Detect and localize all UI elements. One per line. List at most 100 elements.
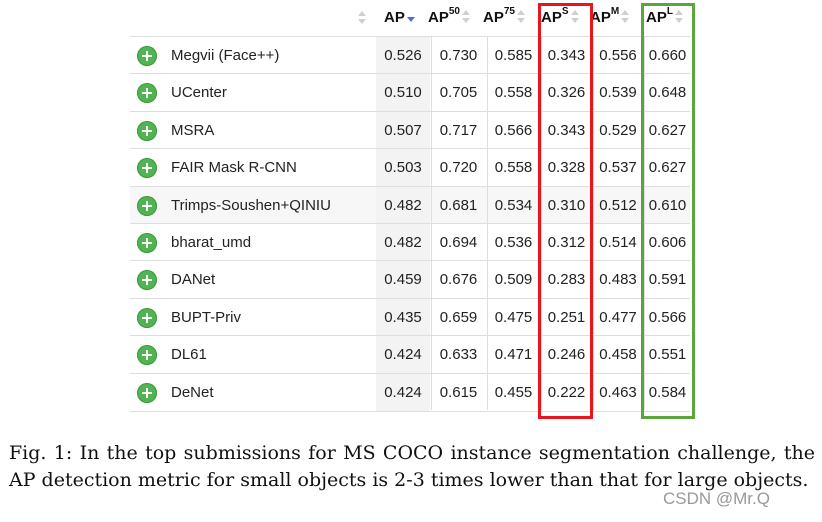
table-cell: 0.730	[439, 47, 478, 64]
table-row[interactable]: Trimps-Soushen+QINIU 0.482 0.681 0.534 0.310…	[130, 185, 690, 224]
table-cell: 0.526	[376, 37, 430, 74]
table-cell: 0.556	[599, 47, 637, 64]
plus-circle-icon[interactable]	[137, 345, 157, 366]
table-cell: 0.222	[547, 383, 586, 401]
table-cell: 0.566	[494, 121, 533, 139]
column-header-ap75[interactable]: AP75	[483, 0, 526, 36]
table-cell: 0.458	[599, 346, 637, 364]
sort-icon[interactable]	[621, 10, 630, 24]
table-cell: 0.585	[494, 47, 533, 64]
table-cell: 0.343	[547, 47, 586, 64]
table-row[interactable]: FAIR Mask R-CNN 0.503 0.720 0.558 0.328 0.537…	[130, 148, 690, 187]
table-row[interactable]: bharat_umd 0.482 0.694 0.536 0.312 0.514 0.606	[130, 223, 690, 261]
table-cell: 0.459	[376, 261, 430, 299]
table-cell: 0.676	[439, 271, 478, 289]
table-cell: 0.534	[494, 196, 533, 214]
table-cell: 0.539	[599, 84, 637, 102]
table-cell: 0.558	[494, 159, 533, 177]
table-cell: 0.424	[376, 373, 430, 411]
team-name: bharat_umd	[171, 234, 252, 251]
sort-icon[interactable]	[358, 11, 367, 25]
sort-icon[interactable]	[461, 10, 471, 24]
table-row[interactable]: DL61 0.424 0.633 0.471 0.246 0.458 0.551	[130, 335, 690, 374]
table-cell: 0.512	[599, 196, 637, 214]
figure-caption: Fig. 1: In the top submissions for MS CO…	[9, 440, 815, 494]
table-cell: 0.246	[547, 346, 586, 364]
header-superscript: L	[666, 6, 673, 17]
plus-circle-icon[interactable]	[137, 120, 157, 141]
table-cell: 0.326	[547, 84, 586, 102]
table-cell: 0.551	[648, 346, 687, 364]
plus-circle-icon[interactable]	[137, 195, 157, 216]
table-cell: 0.483	[599, 271, 637, 289]
header-label: AP	[541, 9, 562, 26]
table-cell: 0.514	[599, 234, 637, 251]
column-divider	[431, 36, 432, 410]
column-divider	[644, 36, 645, 410]
table-cell: 0.615	[439, 383, 478, 401]
sort-icon[interactable]	[674, 10, 684, 24]
plus-circle-icon[interactable]	[137, 382, 157, 403]
table-cell: 0.477	[599, 308, 637, 326]
header-superscript: 75	[503, 6, 515, 17]
sort-icon[interactable]	[570, 10, 580, 24]
table-row[interactable]: Megvii (Face++) 0.526 0.730 0.585 0.343 0.556…	[130, 36, 690, 74]
team-name: FAIR Mask R-CNN	[171, 159, 297, 177]
table-cell: 0.537	[599, 159, 637, 177]
sort-descending-icon[interactable]	[406, 10, 416, 24]
caption-text: In the top submissions for MS COCO insta…	[9, 442, 815, 491]
plus-circle-icon[interactable]	[137, 83, 157, 104]
table-cell: 0.558	[494, 84, 533, 102]
header-label: AP	[428, 9, 449, 26]
header-label: AP	[590, 9, 611, 26]
results-table: AP AP50 AP75 APS APM APL Megvii (Face++) 0.526…	[130, 0, 695, 419]
column-divider	[541, 36, 542, 410]
header-label: AP	[646, 9, 667, 26]
table-cell: 0.509	[494, 271, 533, 289]
ap-small-highlight-box	[538, 3, 593, 419]
header-superscript: S	[561, 6, 569, 17]
table-row[interactable]: BUPT-Priv 0.435 0.659 0.475 0.251 0.477 0.566	[130, 297, 690, 336]
column-header-apl[interactable]: APL	[646, 0, 684, 36]
table-row[interactable]: MSRA 0.507 0.717 0.566 0.343 0.529 0.627	[130, 110, 690, 149]
table-cell: 0.566	[648, 308, 687, 326]
table-cell: 0.694	[439, 234, 478, 251]
column-header-ap[interactable]: AP	[384, 0, 416, 36]
table-row[interactable]: DANet 0.459 0.676 0.509 0.283 0.483 0.591	[130, 260, 690, 299]
table-cell: 0.310	[547, 196, 586, 214]
table-cell: 0.659	[439, 308, 478, 326]
table-cell: 0.455	[494, 383, 533, 401]
column-divider	[593, 36, 594, 410]
plus-circle-icon[interactable]	[137, 46, 157, 66]
table-cell: 0.591	[648, 271, 687, 289]
table-cell: 0.312	[547, 234, 586, 251]
table-row[interactable]: DeNet 0.424 0.615 0.455 0.222 0.463 0.584	[130, 372, 690, 412]
table-cell: 0.606	[648, 234, 687, 251]
sort-icon[interactable]	[516, 10, 526, 24]
table-cell: 0.627	[648, 159, 687, 177]
column-header-aps[interactable]: APS	[541, 0, 580, 36]
table-row[interactable]: UCenter 0.510 0.705 0.558 0.326 0.539 0.648	[130, 73, 690, 112]
team-name: DeNet	[171, 383, 214, 401]
table-cell: 0.584	[648, 383, 687, 401]
team-name: MSRA	[171, 121, 215, 139]
plus-circle-icon[interactable]	[137, 270, 157, 291]
plus-circle-icon[interactable]	[137, 233, 157, 253]
table-cell: 0.507	[376, 111, 430, 149]
column-header-ap50[interactable]: AP50	[428, 0, 471, 36]
team-name: DANet	[171, 271, 216, 289]
header-label: AP	[483, 9, 504, 26]
table-cell: 0.510	[376, 74, 430, 112]
table-cell: 0.424	[376, 336, 430, 374]
plus-circle-icon[interactable]	[137, 307, 157, 328]
plus-circle-icon[interactable]	[137, 158, 157, 179]
ap-large-highlight-box	[641, 3, 695, 419]
table-cell: 0.681	[439, 196, 478, 214]
team-name: Megvii (Face++)	[171, 47, 280, 64]
table-cell: 0.283	[547, 271, 586, 289]
team-name: Trimps-Soushen+QINIU	[171, 196, 331, 214]
column-header-apm[interactable]: APM	[590, 0, 630, 36]
table-cell: 0.720	[439, 159, 478, 177]
table-cell: 0.705	[439, 84, 478, 102]
header-superscript: M	[610, 6, 620, 17]
